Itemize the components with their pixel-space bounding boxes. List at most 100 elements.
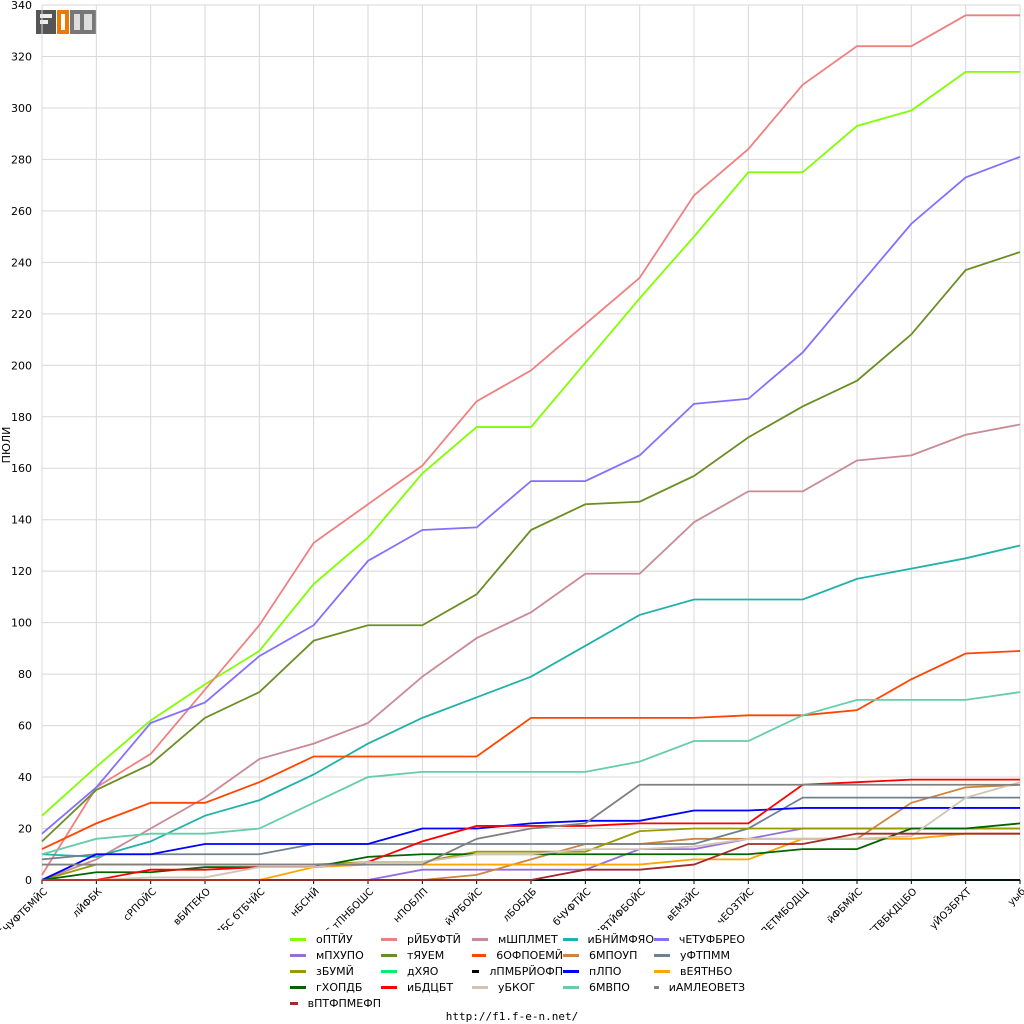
legend-label: иБНЙМФЯО [587, 932, 654, 946]
y-tick-label: 300 [11, 102, 32, 115]
legend-label: уФТПММ [680, 948, 730, 962]
legend-swatch [563, 985, 579, 989]
legend-swatch [563, 953, 579, 957]
series-line [41, 71, 1020, 817]
legend-label: тЯУЕМ [407, 948, 445, 962]
legend-label: иБДЦБТ [407, 980, 454, 994]
legend-swatch [290, 937, 306, 941]
line-chart: 0 20 40 60 80 100 120 140 160 180 200 220 240 260 280 3… [0, 0, 1024, 930]
series-line [41, 796, 1020, 861]
legend-label: иАМЛЕОВЕТЗ [668, 980, 745, 994]
y-tick-label: 120 [11, 565, 32, 578]
series-line [42, 781, 1021, 881]
y-tick-label: 340 [11, 0, 32, 12]
legend-item: дХЯО [381, 964, 472, 978]
legend-label: гХОПДБ [316, 980, 363, 994]
legend-item: тЯУЕМ [381, 948, 472, 962]
legend-item: чЕТУФБРЕО [654, 932, 745, 946]
x-tick-label: уыб [1006, 886, 1024, 908]
legend-item: оПТЙУ [290, 932, 381, 946]
legend-item: 6МВПО [563, 980, 654, 994]
legend-label: зБУМЙ [316, 964, 354, 978]
legend-swatch [563, 937, 578, 941]
legend: оПТЙУ рЙБУФТЙ мШПЛМЕТ иБНЙМФЯО чЕТУФБРЕО мПХУ… [290, 932, 745, 1010]
x-tick-label: йУРБОЙС [442, 885, 485, 928]
legend-swatch [654, 937, 669, 941]
legend-item: вПТФПМЕФП [290, 996, 381, 1010]
y-tick-label: 260 [11, 205, 32, 218]
legend-swatch [381, 969, 397, 973]
legend-swatch [381, 953, 397, 957]
y-tick-label: 40 [18, 771, 32, 784]
x-tick-label: сРПОЙС [120, 885, 158, 923]
legend-swatch [472, 969, 480, 973]
series-lines [41, 14, 1021, 881]
legend-swatch [381, 985, 397, 989]
legend-swatch [472, 953, 487, 957]
y-axis-label: ПЮЛИ [0, 427, 13, 464]
legend-label: дХЯО [407, 964, 439, 978]
y-tick-label: 80 [18, 668, 32, 681]
x-tick-label: вЕМЗЙС [663, 885, 702, 924]
legend-swatch [290, 1001, 298, 1005]
x-ticks: бЧУФТБМЙСлЙФБКсРПОЙСвБИТЕКОуБХДПЧУЛБС бТ… [0, 879, 1024, 930]
legend-label: рЙБУФТЙ [407, 932, 461, 946]
y-tick-label: 180 [11, 411, 32, 424]
y-ticks: 0 20 40 60 80 100 120 140 160 180 200 220 240 260 280 3… [11, 0, 32, 887]
legend-item: иБДЦБТ [381, 980, 472, 994]
x-tick-label: лЙФБК [69, 885, 104, 920]
legend-label: чЕТУФБРЕО [678, 932, 745, 946]
legend-label: 6МПОУП [589, 948, 638, 962]
series-line [41, 155, 1021, 835]
legend-item: уБКОГ [472, 980, 563, 994]
x-tick-label: чЕОЗТЙС [714, 885, 756, 927]
y-tick-label: 220 [11, 308, 32, 321]
legend-label: уБКОГ [498, 980, 536, 994]
legend-item: рЙБУФТЙ [381, 932, 472, 946]
series-line [41, 14, 1020, 876]
legend-swatch [654, 969, 670, 973]
series-line [42, 778, 1020, 881]
grid [41, 4, 1021, 881]
series-line [41, 251, 1021, 843]
f1en-logo [36, 8, 98, 36]
y-tick-label: 20 [18, 823, 32, 836]
legend-swatch [654, 953, 670, 957]
legend-swatch [290, 953, 306, 957]
y-tick-label: 320 [11, 50, 32, 63]
legend-swatch [654, 985, 659, 989]
y-tick-label: 280 [11, 153, 32, 166]
legend-label: оПТЙУ [316, 932, 353, 946]
legend-item: лПМБРЙОФП [472, 964, 563, 978]
footer-url[interactable]: http://f1.f-e-n.net/ [445, 1010, 579, 1023]
legend-item: мПХУПО [290, 948, 381, 962]
legend-swatch [381, 937, 397, 941]
legend-swatch [563, 969, 579, 973]
legend-item: уФТПММ [654, 948, 745, 962]
y-tick-label: 160 [11, 462, 32, 475]
y-tick-label: 200 [11, 359, 32, 372]
x-tick-label: оЙДЕТМБОДЩ [748, 885, 811, 930]
x-tick-label: бЧУФТБМЙС [0, 885, 50, 930]
legend-label: 6ОФПОЕМЙ [496, 948, 563, 962]
series-line [42, 783, 1020, 866]
legend-item: иАМЛЕОВЕТЗ [654, 980, 745, 994]
series-line [42, 832, 1020, 881]
y-tick-label: 60 [18, 720, 32, 733]
y-tick-label: 240 [11, 256, 32, 269]
x-tick-label: уЙОЗБРХТ [927, 884, 975, 930]
legend-swatch [472, 985, 488, 989]
x-tick-label: бЪЕТВБКДЦБО [856, 886, 919, 930]
x-tick-label: йФБМЙС [824, 885, 865, 926]
legend-item: зБУМЙ [290, 964, 381, 978]
legend-label: мПХУПО [316, 948, 364, 962]
y-tick-label: 140 [11, 514, 32, 527]
series-line [41, 691, 1021, 856]
y-tick-label: 100 [11, 617, 32, 630]
legend-item: 6МПОУП [563, 948, 654, 962]
legend-swatch [290, 985, 306, 989]
x-tick-label: вБИТЕКО [172, 886, 214, 928]
legend-swatch [472, 937, 488, 941]
legend-item: пЛПО [563, 964, 654, 978]
series-line [41, 544, 1021, 858]
